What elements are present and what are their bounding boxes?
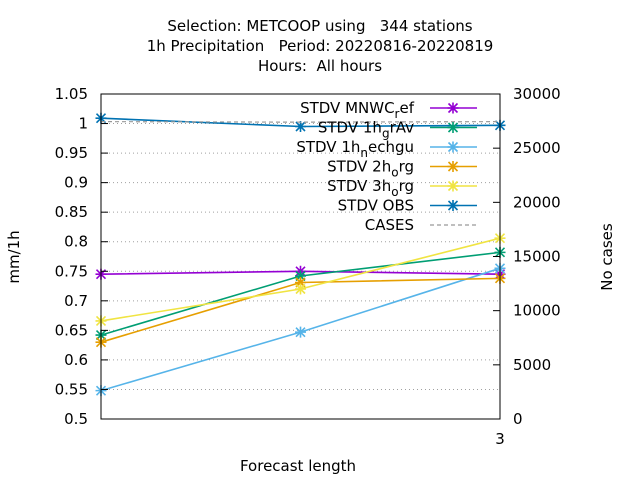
legend-entry: CASES <box>365 216 477 234</box>
x-tick-label: 3 <box>495 430 505 448</box>
y-tick-label: 0.75 <box>55 262 88 280</box>
y-axis-label: mm/1h <box>5 230 23 283</box>
y-tick-label: 0.55 <box>55 380 88 398</box>
y-tick-label: 0.95 <box>55 144 88 162</box>
legend-label: STDV OBS <box>338 197 414 215</box>
x-axis-label: Forecast length <box>240 457 356 475</box>
y-tick-label: 0.9 <box>64 174 88 192</box>
legend-entry: STDV 1hnechgu <box>296 138 477 160</box>
y2-tick-label: 15000 <box>513 248 561 266</box>
legend-entry: STDV OBS <box>338 197 477 215</box>
legend-label: STDV 1hnechgu <box>296 138 414 160</box>
legend-marker <box>447 200 459 211</box>
y2-tick-label: 25000 <box>513 139 561 157</box>
chart-title-line-1: Selection: METCOOP using 344 stations <box>167 17 473 35</box>
legend-label: STDV 1hgrAv <box>318 119 414 141</box>
chart-title-line-2: 1h Precipitation Period: 20220816-202208… <box>146 37 494 55</box>
y2-tick-label: 5000 <box>513 356 551 374</box>
grid-lines <box>101 123 500 390</box>
data-point <box>295 270 306 282</box>
legend-marker <box>447 161 459 172</box>
legend-marker <box>447 102 459 114</box>
y2-axis-label: No cases <box>598 223 616 291</box>
y-tick-label: 0.5 <box>64 410 88 428</box>
legend-entry: STDV 1hgrAv <box>318 119 477 141</box>
y-tick-label: 1.05 <box>55 85 88 103</box>
y2-tick-label: 10000 <box>513 302 561 320</box>
axis-ticks: 0.5 0.55 0.6 0.65 0.7 0.75 0.8 0.85 0.9 0.95 1 1.05… <box>55 85 561 448</box>
y-tick-label: 0.8 <box>64 233 88 251</box>
data-point <box>295 326 306 338</box>
legend-marker <box>447 180 459 192</box>
legend-label: STDV 2horg <box>327 158 414 180</box>
y2-tick-label: 30000 <box>513 85 561 103</box>
y2-tick-label: 0 <box>513 410 523 428</box>
y-tick-label: 0.85 <box>55 203 88 221</box>
series-line <box>100 121 501 123</box>
chart-title-line-3: Hours: All hours <box>257 57 383 75</box>
data-point <box>295 277 306 288</box>
y-tick-label: 0.65 <box>55 321 88 339</box>
series-cases <box>100 121 501 123</box>
legend-label: STDV MNWCref <box>300 99 415 121</box>
legend-entry: STDV 2horg <box>327 158 477 180</box>
legend-entry: STDV MNWCref <box>300 99 477 121</box>
data-point <box>295 283 306 295</box>
y-tick-label: 0.7 <box>64 292 88 310</box>
y-tick-label: 1 <box>78 115 88 133</box>
y2-tick-label: 20000 <box>513 193 561 211</box>
legend-marker <box>447 141 459 153</box>
legend-label: CASES <box>365 216 414 234</box>
legend-label: STDV 3horg <box>327 177 414 199</box>
legend-entry: STDV 3horg <box>327 177 477 199</box>
data-point <box>295 121 306 132</box>
legend-marker <box>447 122 459 133</box>
y-tick-label: 0.6 <box>64 351 88 369</box>
